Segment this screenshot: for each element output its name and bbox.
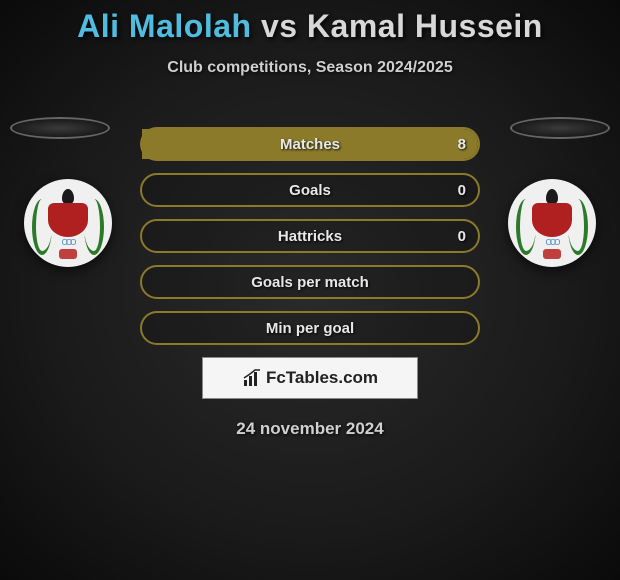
stat-row-matches: Matches 8 <box>140 127 480 161</box>
stat-row-hattricks: Hattricks 0 <box>140 219 480 253</box>
stat-row-goals-per-match: Goals per match <box>140 265 480 299</box>
brand-text: FcTables.com <box>266 368 378 388</box>
date-text: 24 november 2024 <box>0 419 620 439</box>
stat-row-min-per-goal: Min per goal <box>140 311 480 345</box>
stat-label: Matches <box>142 129 478 159</box>
player2-name: Kamal Hussein <box>307 8 543 44</box>
vs-text: vs <box>261 8 298 44</box>
player1-platform <box>10 117 110 139</box>
stat-label: Min per goal <box>142 313 478 343</box>
stat-value-right: 0 <box>458 221 466 251</box>
stat-label: Hattricks <box>142 221 478 251</box>
stat-row-goals: Goals 0 <box>140 173 480 207</box>
stat-rows: Matches 8 Goals 0 Hattricks 0 Goals per … <box>140 127 480 345</box>
content-area: OOO OOO Matches 8 Goals 0 Hattr <box>0 127 620 439</box>
stat-label: Goals per match <box>142 267 478 297</box>
chart-icon <box>242 368 262 388</box>
brand-box[interactable]: FcTables.com <box>202 357 418 399</box>
player1-club-badge: OOO <box>24 179 112 267</box>
stat-label: Goals <box>142 175 478 205</box>
stat-value-right: 8 <box>458 129 466 159</box>
player2-platform <box>510 117 610 139</box>
player2-club-badge: OOO <box>508 179 596 267</box>
player1-name: Ali Malolah <box>77 8 251 44</box>
stat-value-right: 0 <box>458 175 466 205</box>
comparison-title: Ali Malolah vs Kamal Hussein <box>0 0 620 45</box>
subtitle: Club competitions, Season 2024/2025 <box>0 59 620 77</box>
